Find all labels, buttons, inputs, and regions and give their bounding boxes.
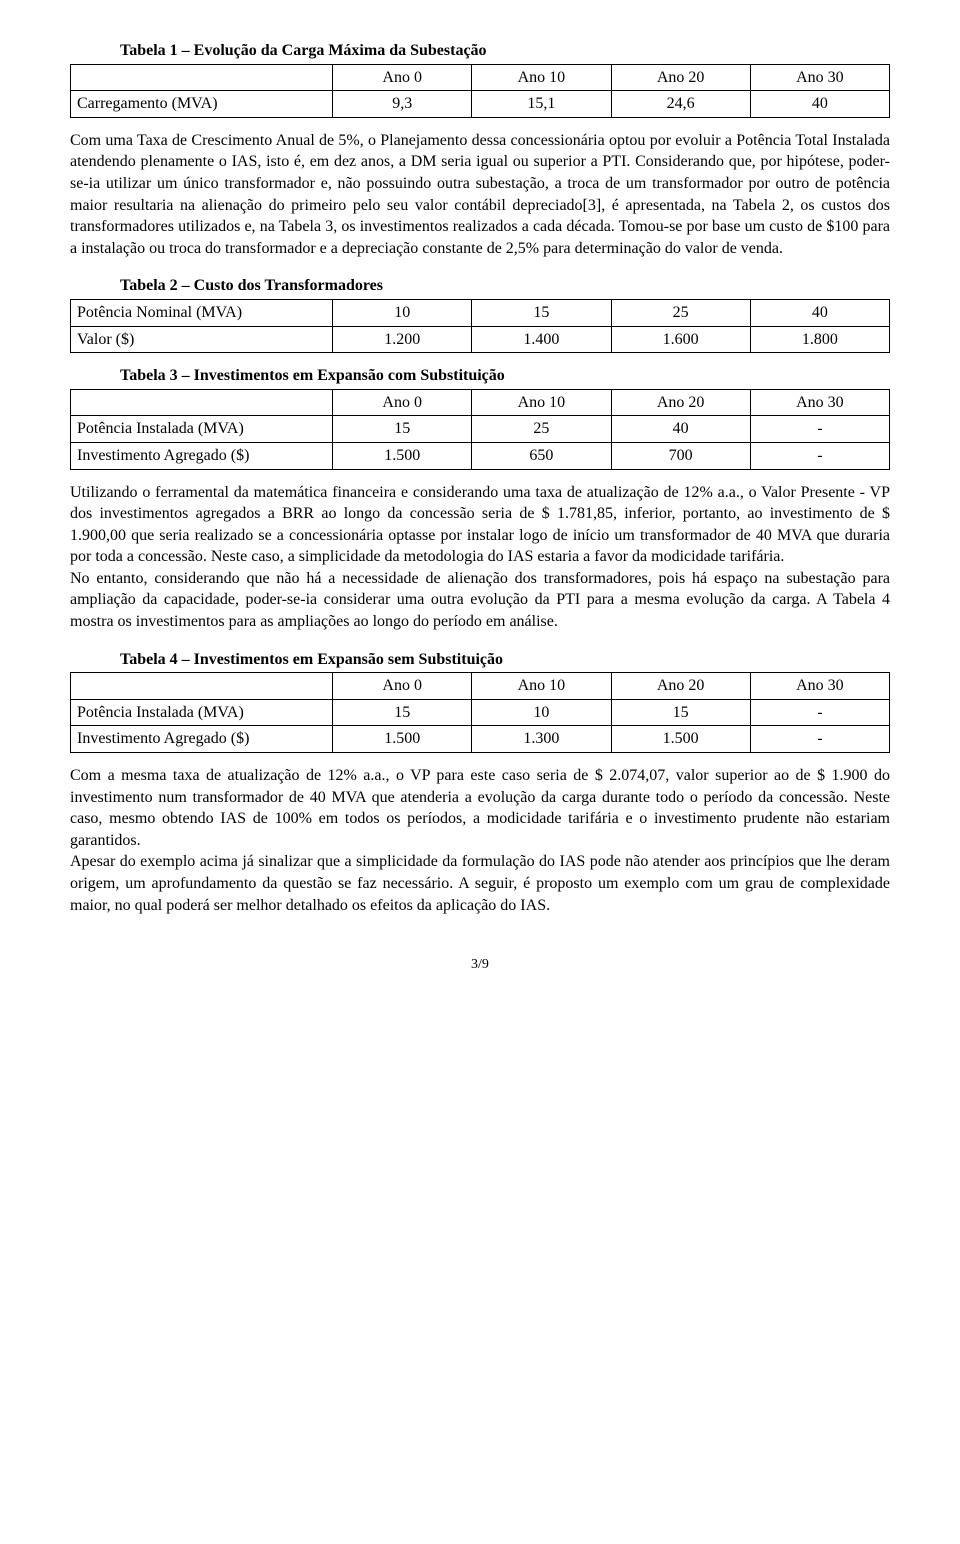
table-cell: Investimento Agregado ($)	[71, 442, 333, 469]
table-cell: Potência Instalada (MVA)	[71, 699, 333, 726]
table1: Ano 0 Ano 10 Ano 20 Ano 30 Carregamento …	[70, 64, 890, 118]
table-cell: 1.600	[611, 326, 750, 353]
table-cell	[71, 389, 333, 416]
table-row: Investimento Agregado ($) 1.500 1.300 1.…	[71, 726, 890, 753]
table-cell: 24,6	[611, 91, 750, 118]
paragraph-4: Com a mesma taxa de atualização de 12% a…	[70, 765, 890, 851]
table-cell: Carregamento (MVA)	[71, 91, 333, 118]
table-row: Potência Instalada (MVA) 15 25 40 -	[71, 416, 890, 443]
paragraph-2: Utilizando o ferramental da matemática f…	[70, 482, 890, 568]
table-cell	[71, 673, 333, 700]
table-cell: Ano 20	[611, 389, 750, 416]
table-cell: Ano 30	[750, 673, 889, 700]
table-cell: Potência Nominal (MVA)	[71, 299, 333, 326]
table-cell: 1.500	[333, 726, 472, 753]
table-cell	[71, 64, 333, 91]
table3-title: Tabela 3 – Investimentos em Expansão com…	[120, 365, 890, 387]
paragraph-3: No entanto, considerando que não há a ne…	[70, 568, 890, 633]
table-cell: 15	[333, 699, 472, 726]
table-cell: Potência Instalada (MVA)	[71, 416, 333, 443]
table-cell: 650	[472, 442, 611, 469]
table-cell: 1.200	[333, 326, 472, 353]
table-cell: Ano 0	[333, 673, 472, 700]
table-cell: 25	[472, 416, 611, 443]
table-cell: 1.500	[611, 726, 750, 753]
table-row: Valor ($) 1.200 1.400 1.600 1.800	[71, 326, 890, 353]
table-cell: 700	[611, 442, 750, 469]
table-row: Investimento Agregado ($) 1.500 650 700 …	[71, 442, 890, 469]
table4: Ano 0 Ano 10 Ano 20 Ano 30 Potência Inst…	[70, 672, 890, 753]
table-cell: 1.500	[333, 442, 472, 469]
table-cell: 25	[611, 299, 750, 326]
paragraph-1: Com uma Taxa de Crescimento Anual de 5%,…	[70, 130, 890, 260]
table-cell: Ano 30	[750, 389, 889, 416]
table-cell: -	[750, 442, 889, 469]
table-row: Potência Nominal (MVA) 10 15 25 40	[71, 299, 890, 326]
table-cell: Ano 30	[750, 64, 889, 91]
table-cell: 9,3	[333, 91, 472, 118]
table2: Potência Nominal (MVA) 10 15 25 40 Valor…	[70, 299, 890, 353]
table-cell: 10	[472, 699, 611, 726]
table-row: Potência Instalada (MVA) 15 10 15 -	[71, 699, 890, 726]
table-cell: 1.800	[750, 326, 889, 353]
table-cell: 10	[333, 299, 472, 326]
table-cell: 40	[750, 299, 889, 326]
table-cell: -	[750, 699, 889, 726]
table-cell: 40	[611, 416, 750, 443]
table-cell: 15	[333, 416, 472, 443]
table-cell: 15	[472, 299, 611, 326]
table-cell: 1.400	[472, 326, 611, 353]
table-cell: Ano 0	[333, 64, 472, 91]
table-row: Ano 0 Ano 10 Ano 20 Ano 30	[71, 64, 890, 91]
table-cell: -	[750, 726, 889, 753]
table-row: Ano 0 Ano 10 Ano 20 Ano 30	[71, 389, 890, 416]
table-cell: Valor ($)	[71, 326, 333, 353]
table4-title: Tabela 4 – Investimentos em Expansão sem…	[120, 649, 890, 671]
table2-title: Tabela 2 – Custo dos Transformadores	[120, 275, 890, 297]
table-row: Ano 0 Ano 10 Ano 20 Ano 30	[71, 673, 890, 700]
table-cell: Investimento Agregado ($)	[71, 726, 333, 753]
table-cell: Ano 10	[472, 673, 611, 700]
table-row: Carregamento (MVA) 9,3 15,1 24,6 40	[71, 91, 890, 118]
table-cell: Ano 20	[611, 64, 750, 91]
table-cell: 15	[611, 699, 750, 726]
table-cell: -	[750, 416, 889, 443]
paragraph-5: Apesar do exemplo acima já sinalizar que…	[70, 851, 890, 916]
table-cell: Ano 10	[472, 64, 611, 91]
table-cell: Ano 10	[472, 389, 611, 416]
table-cell: Ano 0	[333, 389, 472, 416]
table-cell: Ano 20	[611, 673, 750, 700]
page-number: 3/9	[70, 956, 890, 975]
table-cell: 1.300	[472, 726, 611, 753]
table3: Ano 0 Ano 10 Ano 20 Ano 30 Potência Inst…	[70, 389, 890, 470]
table-cell: 40	[750, 91, 889, 118]
table-cell: 15,1	[472, 91, 611, 118]
table1-title: Tabela 1 – Evolução da Carga Máxima da S…	[120, 40, 890, 62]
